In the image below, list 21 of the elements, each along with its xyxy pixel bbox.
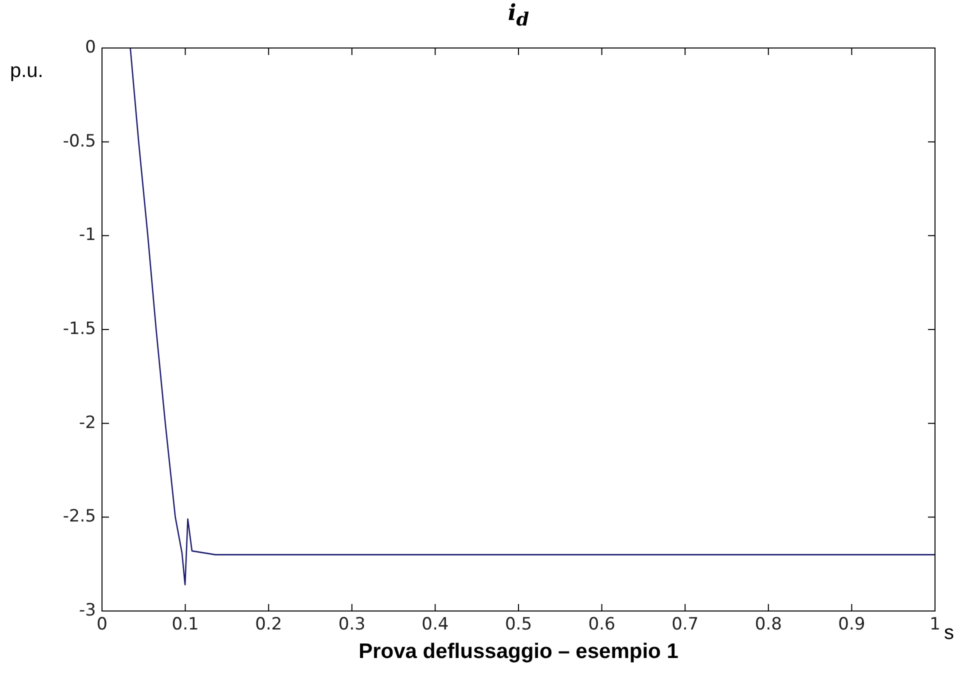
y-tick-label: -1 (79, 225, 96, 246)
x-tick-label: 0.3 (338, 614, 366, 635)
x-tick-label: 0.7 (672, 614, 699, 635)
x-tick-label: 0.1 (172, 614, 199, 635)
x-tick-label: 0.9 (838, 614, 866, 635)
x-tick-label: 0.5 (504, 614, 532, 635)
y-axis-title: p.u. (10, 60, 44, 83)
x-tick-label: 0.4 (422, 614, 449, 635)
y-tick-label: -2.5 (62, 506, 96, 527)
y-tick-label: -2 (79, 412, 96, 433)
text: Prova deflussaggio – esempio 1 (358, 640, 678, 663)
y-tick-label: 0 (85, 37, 96, 58)
x-tick-label: 1 (930, 614, 940, 635)
chart-title: i$_{d}$ (506, 0, 530, 30)
x-tick-label: 0.2 (255, 614, 282, 635)
x-tick-label: 0.6 (588, 614, 616, 635)
y-tick-label: -1.5 (62, 318, 96, 339)
x-axis-title: s (944, 622, 954, 645)
y-tick-label: -3 (79, 600, 96, 620)
y-tick-label: -0.5 (62, 131, 96, 152)
x-tick-label: 0.8 (754, 614, 782, 635)
